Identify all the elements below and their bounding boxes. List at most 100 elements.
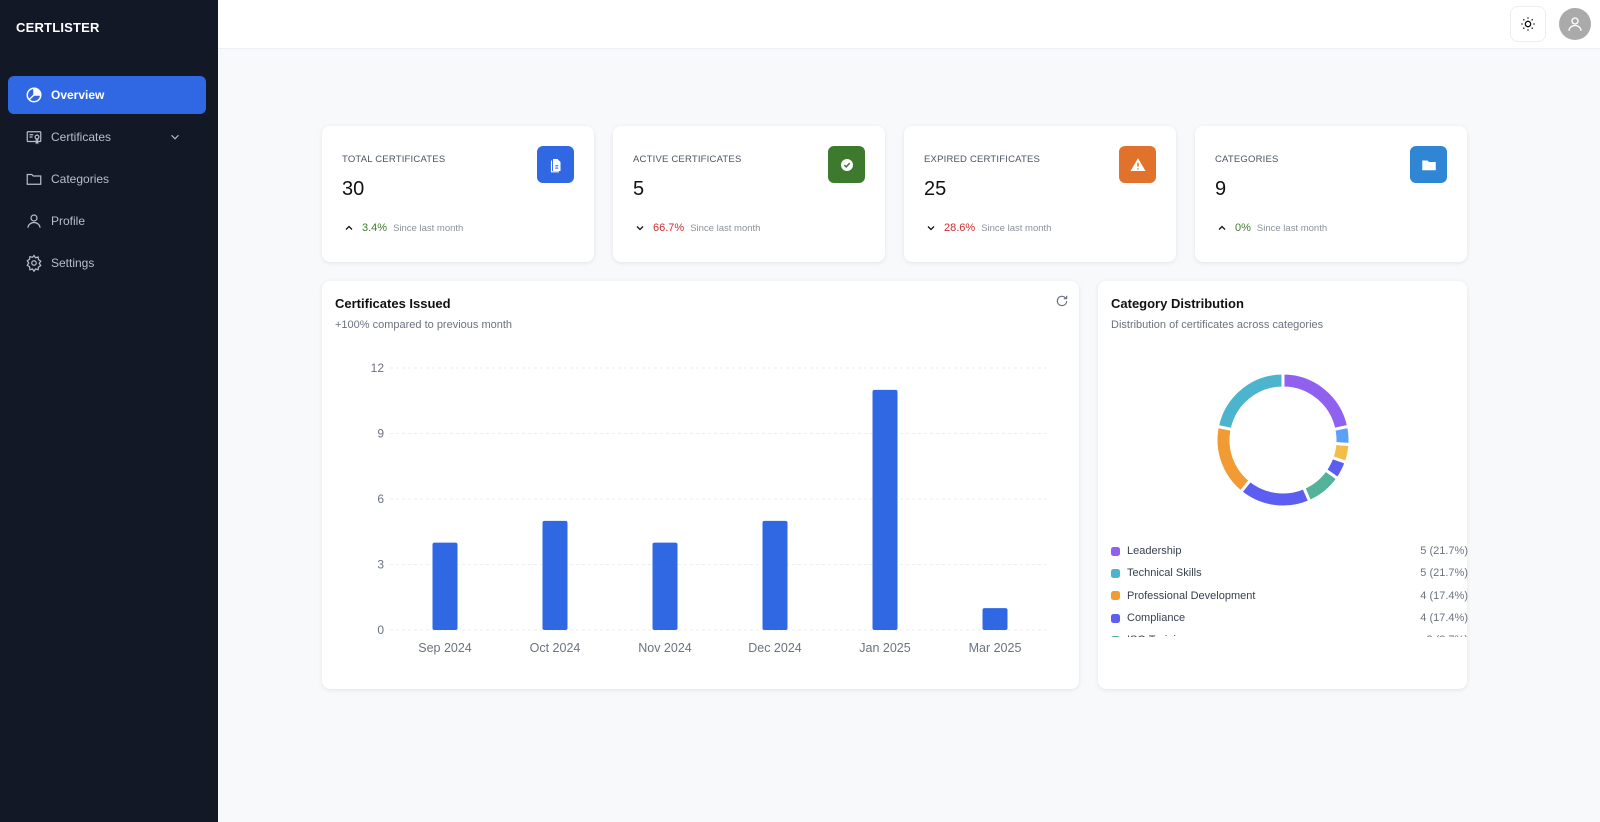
legend-label: Leadership [1127, 545, 1182, 558]
legend-label: Compliance [1127, 612, 1186, 625]
bar[interactable] [872, 389, 898, 630]
legend-item[interactable]: Compliance 4 (17.4%) [1111, 607, 1468, 629]
stat-trend: 28.6% Since last month [924, 222, 1051, 234]
donut-slice[interactable] [1332, 424, 1352, 447]
sidebar-item-label: Profile [51, 214, 86, 228]
bar[interactable] [982, 608, 1008, 630]
warning-icon [1130, 157, 1145, 171]
stat-change: 3.4% [362, 222, 388, 234]
bar[interactable] [432, 542, 458, 630]
card-subtitle: +100% compared to previous month [335, 319, 513, 331]
legend-value: 4 (17.4%) [1420, 589, 1468, 602]
avatar[interactable] [1559, 8, 1591, 40]
sidebar-item-categories[interactable]: Categories [8, 160, 206, 198]
legend-item[interactable]: Leadership 5 (21.7%) [1111, 540, 1468, 562]
donut-slice[interactable] [1281, 371, 1351, 432]
brand-logo: CERTLISTER [16, 20, 100, 35]
chevron-down-icon [927, 226, 935, 231]
stat-card: TOTAL CERTIFICATES 30 3.4% Since last mo… [322, 126, 594, 262]
stat-label: ACTIVE CERTIFICATES [633, 154, 742, 165]
bar[interactable] [762, 520, 788, 630]
sun-icon [1521, 17, 1535, 31]
stat-label: TOTAL CERTIFICATES [342, 154, 446, 165]
donut-chart [1214, 371, 1352, 509]
y-tick-label: 0 [377, 623, 384, 637]
certificate-icon [26, 131, 42, 145]
stat-since: Since last month [981, 222, 1052, 234]
stat-change: 28.6% [944, 222, 976, 234]
sidebar-item-label: Overview [51, 88, 105, 102]
bar[interactable] [652, 542, 678, 630]
chevron-down-icon[interactable] [168, 130, 182, 144]
folder-icon [1421, 160, 1436, 170]
sidebar-nav: Overview Certificates Categories Profile… [8, 76, 206, 286]
legend-swatch [1111, 613, 1120, 623]
donut-slice[interactable] [1238, 478, 1312, 509]
category-legend[interactable]: Leadership 5 (21.7%) Technical Skills 5 (21… [1111, 540, 1468, 637]
legend-value: 2 (8.7%) [1426, 634, 1468, 637]
legend-label: Professional Development [1127, 589, 1256, 602]
document-icon [550, 158, 560, 172]
x-tick-label: Nov 2024 [638, 641, 692, 655]
chevron-up-icon [345, 225, 353, 230]
legend-value: 5 (21.7%) [1420, 567, 1468, 580]
stat-card: EXPIRED CERTIFICATES 25 28.6% Since last… [904, 126, 1176, 262]
chevron-up-icon [1218, 225, 1226, 230]
sidebar-item-certificates[interactable]: Certificates [8, 118, 206, 156]
stat-label: CATEGORIES [1215, 154, 1279, 165]
pie-chart-icon [26, 87, 42, 103]
legend-label: ISO Training [1127, 634, 1188, 637]
category-distribution-card: Category Distribution Distribution of ce… [1098, 281, 1468, 689]
stat-trend: 3.4% Since last month [342, 222, 463, 234]
y-tick-label: 9 [377, 427, 384, 441]
legend-item[interactable]: Technical Skills 5 (21.7%) [1111, 562, 1468, 584]
certificates-issued-card: Certificates Issued +100% compared to pr… [322, 281, 1079, 689]
user-icon [1568, 17, 1582, 31]
card-subtitle: Distribution of certificates across cate… [1111, 319, 1324, 331]
check-circle-icon [840, 158, 853, 171]
donut-slice[interactable] [1214, 424, 1253, 495]
x-tick-label: Sep 2024 [418, 641, 472, 655]
legend-item[interactable]: Professional Development 4 (17.4%) [1111, 585, 1468, 607]
sidebar-item-overview[interactable]: Overview [8, 76, 206, 114]
stat-icon-badge [1410, 146, 1447, 183]
theme-toggle-button[interactable] [1510, 6, 1546, 42]
y-tick-label: 6 [377, 492, 384, 506]
legend-swatch [1111, 568, 1120, 578]
chevron-down-icon [636, 226, 644, 231]
sidebar-item-profile[interactable]: Profile [8, 202, 206, 240]
stat-card: CATEGORIES 9 0% Since last month [1195, 126, 1467, 262]
stat-value: 30 [342, 178, 365, 200]
stat-trend: 0% Since last month [1215, 222, 1327, 234]
legend-value: 4 (17.4%) [1420, 612, 1468, 625]
top-header [218, 0, 1600, 49]
sidebar-item-label: Certificates [51, 130, 112, 144]
stat-card: ACTIVE CERTIFICATES 5 66.7% Since last m… [613, 126, 885, 262]
stat-value: 25 [924, 178, 947, 200]
legend-swatch [1111, 635, 1120, 637]
y-tick-label: 3 [377, 558, 384, 572]
x-tick-label: Jan 2025 [859, 641, 910, 655]
stat-icon-badge [1119, 146, 1156, 183]
folder-icon [26, 173, 42, 185]
stat-since: Since last month [393, 222, 464, 234]
stat-value: 5 [633, 178, 645, 200]
sidebar-item-settings[interactable]: Settings [8, 244, 206, 282]
sidebar-item-label: Categories [51, 172, 110, 186]
sidebar-item-label: Settings [51, 256, 95, 270]
refresh-icon[interactable] [1055, 294, 1069, 308]
stat-icon-badge [537, 146, 574, 183]
x-tick-label: Oct 2024 [530, 641, 581, 655]
x-tick-label: Dec 2024 [748, 641, 802, 655]
stat-trend: 66.7% Since last month [633, 222, 760, 234]
donut-slice[interactable] [1215, 371, 1285, 432]
bar[interactable] [542, 520, 568, 630]
legend-item[interactable]: ISO Training 2 (8.7%) [1111, 629, 1468, 637]
legend-value: 5 (21.7%) [1420, 545, 1468, 558]
card-title: Certificates Issued [335, 296, 451, 311]
card-title: Category Distribution [1111, 296, 1244, 311]
stat-value: 9 [1215, 178, 1227, 200]
legend-swatch [1111, 591, 1120, 601]
stat-icon-badge [828, 146, 865, 183]
x-tick-label: Mar 2025 [969, 641, 1022, 655]
